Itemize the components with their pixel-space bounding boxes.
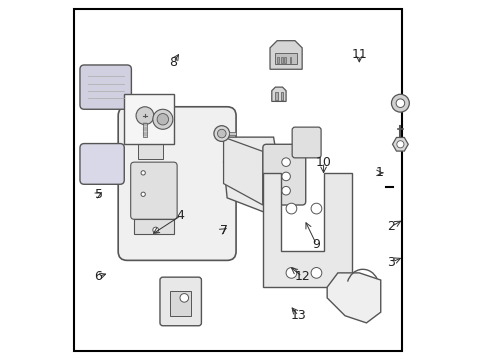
Circle shape (141, 171, 146, 175)
Circle shape (282, 158, 291, 166)
Circle shape (180, 294, 189, 302)
Bar (143, 123, 147, 137)
Polygon shape (392, 138, 408, 151)
Polygon shape (263, 173, 352, 287)
FancyBboxPatch shape (292, 127, 321, 158)
Text: 4: 4 (177, 209, 185, 222)
FancyBboxPatch shape (160, 277, 201, 326)
Circle shape (153, 109, 173, 129)
Circle shape (153, 227, 159, 233)
Text: 11: 11 (351, 49, 367, 62)
Bar (290, 58, 292, 63)
Bar (284, 58, 286, 63)
Text: 8: 8 (170, 55, 177, 69)
Polygon shape (223, 137, 281, 216)
Bar (229, 132, 236, 135)
Circle shape (136, 107, 154, 125)
Circle shape (282, 172, 291, 181)
Bar (170, 291, 192, 316)
Circle shape (311, 203, 322, 214)
Polygon shape (270, 41, 302, 69)
Text: 10: 10 (316, 156, 332, 168)
Circle shape (141, 192, 146, 197)
Circle shape (286, 267, 297, 278)
Polygon shape (223, 137, 263, 205)
FancyBboxPatch shape (80, 65, 131, 109)
Text: 13: 13 (291, 309, 306, 322)
Circle shape (396, 99, 405, 108)
Circle shape (218, 129, 226, 138)
Text: 7: 7 (220, 224, 227, 237)
Circle shape (157, 113, 169, 125)
Bar (281, 58, 283, 63)
Bar (275, 53, 297, 64)
Bar (123, 94, 173, 144)
FancyBboxPatch shape (263, 144, 306, 205)
Polygon shape (272, 87, 286, 102)
Bar (277, 58, 279, 63)
Text: 1: 1 (376, 166, 384, 179)
Bar (275, 93, 277, 100)
Polygon shape (327, 273, 381, 323)
Text: 2: 2 (388, 220, 395, 233)
Circle shape (282, 186, 291, 195)
Circle shape (392, 94, 409, 112)
FancyBboxPatch shape (80, 144, 124, 184)
Circle shape (311, 267, 322, 278)
Text: 9: 9 (313, 238, 320, 251)
Circle shape (214, 126, 230, 141)
Bar (138, 137, 163, 158)
FancyBboxPatch shape (118, 107, 236, 260)
Text: 12: 12 (294, 270, 310, 283)
Text: 3: 3 (388, 256, 395, 269)
FancyBboxPatch shape (131, 162, 177, 219)
Circle shape (286, 203, 297, 214)
Circle shape (397, 141, 404, 148)
Bar (281, 93, 283, 100)
Text: 5: 5 (95, 188, 102, 201)
Text: 6: 6 (95, 270, 102, 283)
Bar (134, 219, 173, 234)
